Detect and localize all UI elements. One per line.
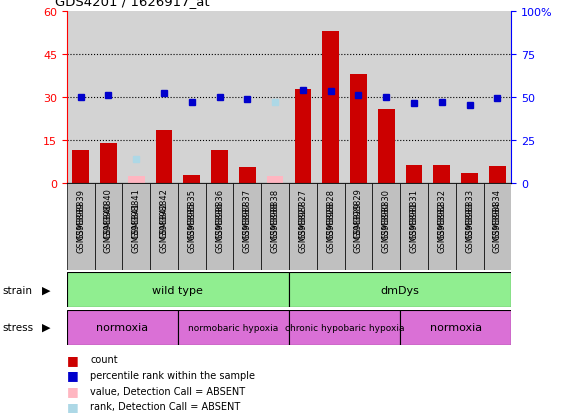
Text: chronic hypobaric hypoxia: chronic hypobaric hypoxia xyxy=(285,323,404,332)
Text: GSM398831: GSM398831 xyxy=(410,202,418,253)
Text: value, Detection Call = ABSENT: value, Detection Call = ABSENT xyxy=(90,386,245,396)
FancyBboxPatch shape xyxy=(289,273,511,308)
FancyBboxPatch shape xyxy=(483,184,511,271)
Text: wild type: wild type xyxy=(152,285,203,295)
Text: normoxia: normoxia xyxy=(96,322,148,332)
FancyBboxPatch shape xyxy=(400,310,511,345)
FancyBboxPatch shape xyxy=(400,184,428,271)
Text: GSM398830: GSM398830 xyxy=(382,188,391,239)
FancyBboxPatch shape xyxy=(289,310,400,345)
FancyBboxPatch shape xyxy=(67,310,178,345)
Text: GSM398839: GSM398839 xyxy=(76,188,85,239)
Text: GSM398827: GSM398827 xyxy=(299,202,307,253)
Text: GSM398836: GSM398836 xyxy=(215,202,224,253)
Text: normobaric hypoxia: normobaric hypoxia xyxy=(188,323,279,332)
Text: GSM398835: GSM398835 xyxy=(187,202,196,253)
Bar xyxy=(239,168,256,184)
FancyBboxPatch shape xyxy=(95,184,123,271)
Bar xyxy=(461,174,478,184)
Text: GSM398834: GSM398834 xyxy=(493,202,502,253)
Text: GSM398833: GSM398833 xyxy=(465,188,474,239)
Text: GSM398838: GSM398838 xyxy=(271,202,279,253)
Bar xyxy=(350,75,367,184)
Text: ■: ■ xyxy=(67,368,78,382)
Text: GSM398829: GSM398829 xyxy=(354,188,363,239)
FancyBboxPatch shape xyxy=(206,184,234,271)
Bar xyxy=(184,175,200,184)
Text: ■: ■ xyxy=(67,400,78,413)
Text: GSM398831: GSM398831 xyxy=(410,188,418,239)
Text: GDS4201 / 1626917_at: GDS4201 / 1626917_at xyxy=(55,0,210,8)
FancyBboxPatch shape xyxy=(67,184,95,271)
Bar xyxy=(156,131,173,184)
Bar xyxy=(73,151,89,184)
FancyBboxPatch shape xyxy=(289,184,317,271)
FancyBboxPatch shape xyxy=(67,273,289,308)
FancyBboxPatch shape xyxy=(178,310,289,345)
Text: count: count xyxy=(90,354,118,364)
FancyBboxPatch shape xyxy=(261,184,289,271)
Text: ■: ■ xyxy=(67,353,78,366)
Bar xyxy=(378,109,394,184)
Text: GSM398836: GSM398836 xyxy=(215,188,224,239)
Text: GSM398840: GSM398840 xyxy=(104,202,113,252)
Text: GSM398830: GSM398830 xyxy=(382,202,391,253)
Text: GSM398828: GSM398828 xyxy=(326,202,335,253)
FancyBboxPatch shape xyxy=(178,184,206,271)
Text: GSM398840: GSM398840 xyxy=(104,188,113,239)
Bar xyxy=(433,165,450,184)
FancyBboxPatch shape xyxy=(150,184,178,271)
Text: ▶: ▶ xyxy=(42,285,51,295)
Text: GSM398832: GSM398832 xyxy=(437,188,446,239)
Text: strain: strain xyxy=(3,285,33,295)
Bar xyxy=(489,166,505,184)
Bar xyxy=(322,32,339,184)
Text: GSM398834: GSM398834 xyxy=(493,188,502,239)
FancyBboxPatch shape xyxy=(123,184,150,271)
Text: GSM398827: GSM398827 xyxy=(299,188,307,239)
Bar xyxy=(295,90,311,184)
Text: GSM398837: GSM398837 xyxy=(243,188,252,239)
Text: GSM398832: GSM398832 xyxy=(437,202,446,253)
Text: GSM398829: GSM398829 xyxy=(354,202,363,252)
FancyBboxPatch shape xyxy=(317,184,345,271)
Text: rank, Detection Call = ABSENT: rank, Detection Call = ABSENT xyxy=(90,401,241,411)
Text: ▶: ▶ xyxy=(42,322,51,332)
Text: percentile rank within the sample: percentile rank within the sample xyxy=(90,370,255,380)
Text: GSM398842: GSM398842 xyxy=(160,188,168,239)
Text: GSM398842: GSM398842 xyxy=(160,202,168,252)
Bar xyxy=(406,165,422,184)
Text: GSM398837: GSM398837 xyxy=(243,202,252,253)
Text: GSM398838: GSM398838 xyxy=(271,188,279,239)
Text: GSM398839: GSM398839 xyxy=(76,202,85,253)
Text: GSM398841: GSM398841 xyxy=(132,202,141,252)
FancyBboxPatch shape xyxy=(428,184,456,271)
FancyBboxPatch shape xyxy=(234,184,261,271)
Text: ■: ■ xyxy=(67,384,78,397)
Bar xyxy=(211,151,228,184)
Text: stress: stress xyxy=(3,322,34,332)
Text: GSM398828: GSM398828 xyxy=(326,188,335,239)
Text: GSM398841: GSM398841 xyxy=(132,188,141,239)
Bar xyxy=(100,144,117,184)
Text: normoxia: normoxia xyxy=(430,322,482,332)
FancyBboxPatch shape xyxy=(345,184,372,271)
Bar xyxy=(267,177,284,184)
Bar xyxy=(128,177,145,184)
Text: GSM398833: GSM398833 xyxy=(465,202,474,253)
Text: GSM398835: GSM398835 xyxy=(187,188,196,239)
FancyBboxPatch shape xyxy=(372,184,400,271)
Text: dmDys: dmDys xyxy=(381,285,419,295)
FancyBboxPatch shape xyxy=(456,184,483,271)
